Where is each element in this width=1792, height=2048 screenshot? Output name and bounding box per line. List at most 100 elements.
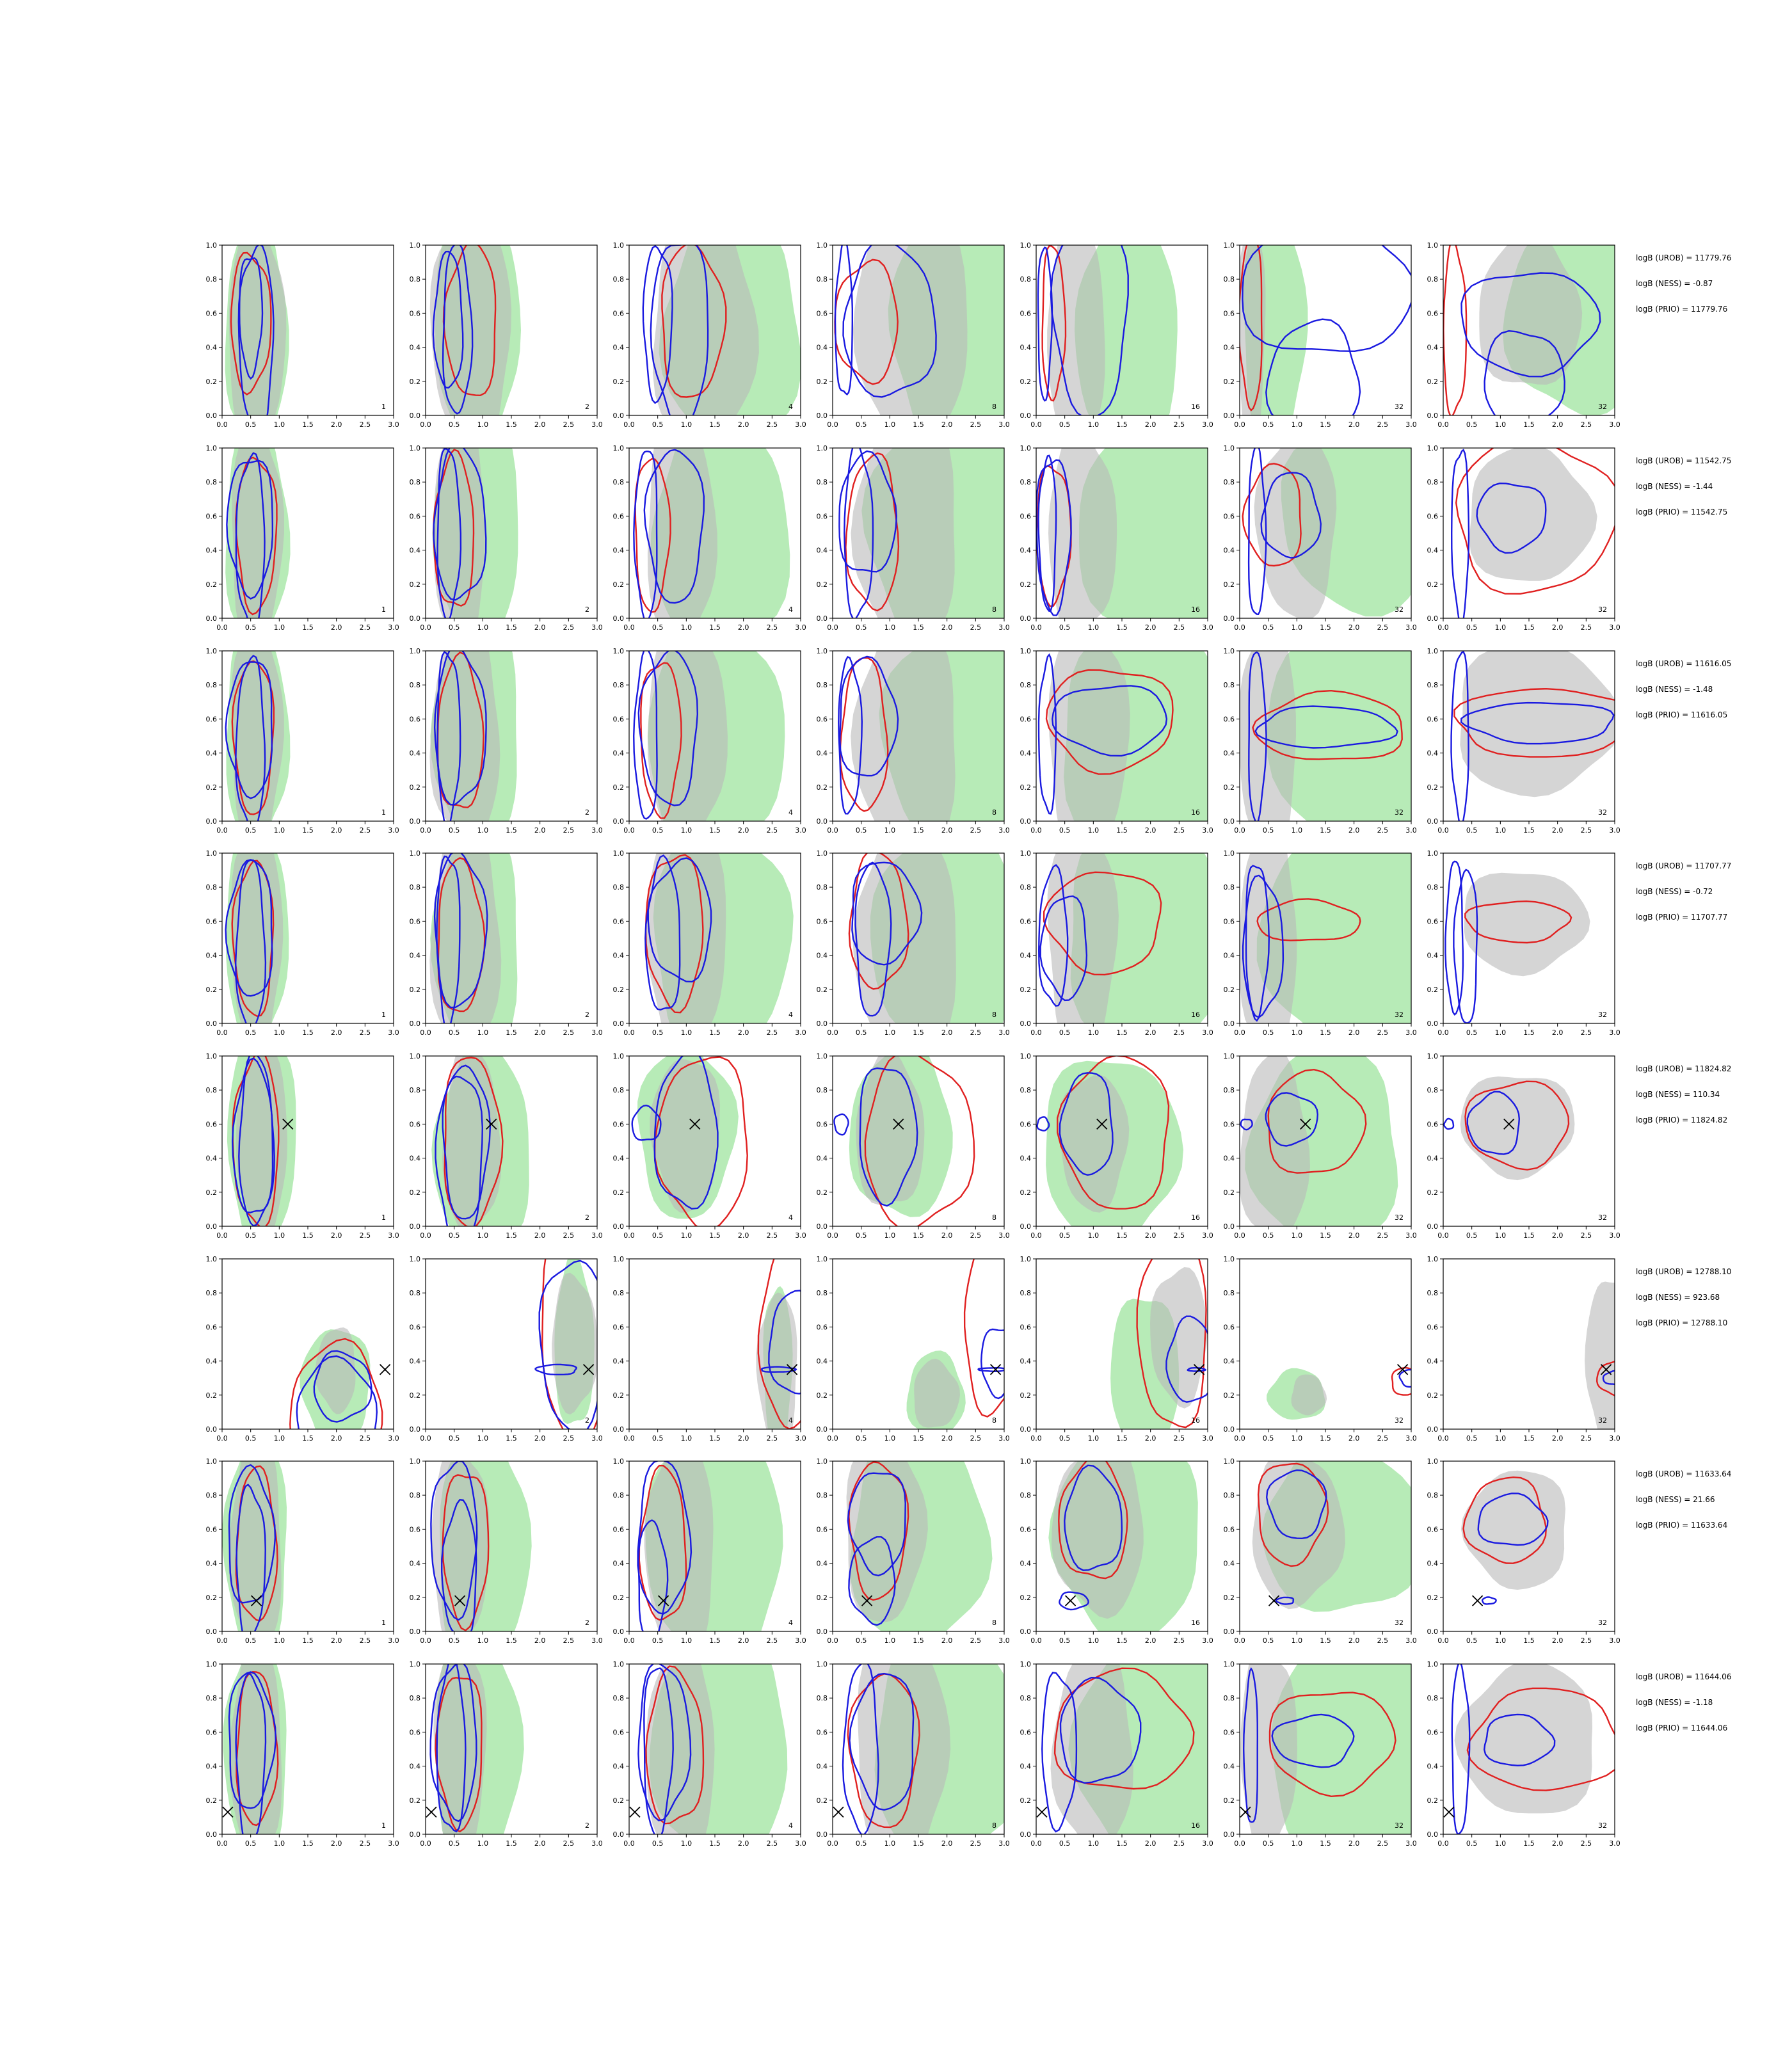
y-tick-label: 0.4 — [206, 1155, 218, 1163]
bayes-factor-text: logB (PRIO) = 11633.64 — [1636, 1521, 1727, 1530]
y-tick-label: 0.2 — [1427, 378, 1439, 386]
y-tick-label: 0.6 — [817, 512, 828, 520]
y-tick-label: 0.6 — [817, 1323, 828, 1331]
y-tick-label: 0.8 — [206, 1491, 218, 1500]
panel-index-label: 2 — [585, 1821, 589, 1830]
x-tick-label: 0.5 — [1059, 623, 1071, 632]
y-tick-label: 0.0 — [1224, 1628, 1235, 1636]
y-tick-label: 0.8 — [206, 478, 218, 486]
bayes-factor-annotations: logB (UROB) = 11542.75logB (NESS) = -1.4… — [1636, 456, 1731, 516]
bayes-factor-text: logB (NESS) = 923.68 — [1636, 1293, 1720, 1302]
y-tick-label: 0.0 — [1224, 817, 1235, 826]
y-tick-label: 0.2 — [613, 783, 625, 792]
x-tick-label: 1.5 — [506, 420, 517, 429]
x-tick-label: 2.5 — [1377, 420, 1389, 429]
x-tick-label: 1.0 — [274, 1636, 285, 1645]
y-tick-label: 0.6 — [410, 1728, 421, 1736]
y-tick-label: 0.2 — [1020, 986, 1032, 994]
bayes-factor-text: logB (PRIO) = 11542.75 — [1636, 508, 1727, 516]
y-tick-label: 0.6 — [1224, 1525, 1235, 1533]
x-tick-label: 2.5 — [970, 623, 982, 632]
x-tick-label: 3.0 — [1405, 1839, 1417, 1848]
panel-r2-c1: 0.0 0.5 1.0 1.5 2.0 2.5 3.00.00.20.40.60.81.01 — [206, 420, 399, 643]
y-tick-label: 0.4 — [206, 344, 218, 352]
panel-r6-c5: 0.0 0.5 1.0 1.5 2.0 2.5 3.00.00.20.40.60.81.01… — [1020, 1219, 1213, 1472]
blue-contour-inner — [1444, 1119, 1453, 1129]
y-tick-label: 0.4 — [206, 749, 218, 758]
y-tick-label: 1.0 — [206, 1660, 218, 1668]
grey-density — [851, 614, 956, 852]
y-tick-label: 0.8 — [613, 478, 625, 486]
panel-index-label: 8 — [992, 403, 996, 411]
y-tick-label: 0.6 — [817, 309, 828, 317]
blue-contour-outer — [981, 1329, 1016, 1398]
y-tick-label: 0.8 — [1427, 1694, 1439, 1702]
panel-index-label: 2 — [585, 403, 589, 411]
y-tick-label: 1.0 — [613, 444, 625, 452]
x-tick-label: 0.5 — [245, 1636, 257, 1645]
y-tick-label: 0.6 — [613, 1120, 625, 1128]
y-tick-label: 0.2 — [410, 1188, 421, 1197]
x-tick-label: 1.0 — [681, 1028, 692, 1037]
y-tick-label: 0.4 — [410, 952, 421, 960]
y-tick-label: 0.2 — [1020, 1188, 1032, 1197]
y-tick-label: 0.0 — [1427, 1425, 1439, 1434]
y-tick-label: 1.0 — [1427, 1052, 1439, 1060]
y-tick-label: 0.0 — [1020, 412, 1032, 420]
panel-r8-c1: 0.0 0.5 1.0 1.5 2.0 2.5 3.00.00.20.40.60.81.01 — [206, 1632, 399, 1858]
panel-r6-c4: 0.0 0.5 1.0 1.5 2.0 2.5 3.00.00.20.40.60.81.08 — [817, 1240, 1023, 1443]
x-tick-label: 2.5 — [563, 826, 575, 835]
contour-layer — [222, 1435, 287, 1656]
y-tick-label: 0.2 — [206, 378, 218, 386]
x-tick-label: 2.0 — [534, 826, 546, 835]
y-tick-label: 0.2 — [817, 986, 828, 994]
x-tick-label: 1.5 — [1523, 1028, 1535, 1037]
y-tick-label: 0.2 — [1020, 1594, 1032, 1602]
contour-layer — [1452, 644, 1645, 825]
contour-layer — [1037, 1055, 1183, 1250]
x-tick-label: 2.5 — [360, 1231, 371, 1240]
x-tick-label: 1.0 — [1088, 1231, 1100, 1240]
y-tick-label: 0.4 — [206, 547, 218, 555]
x-tick-label: 3.0 — [998, 420, 1010, 429]
y-tick-label: 1.0 — [817, 444, 828, 452]
y-tick-label: 0.0 — [1020, 1830, 1032, 1839]
x-tick-label: 2.0 — [534, 623, 546, 632]
x-tick-label: 1.0 — [1495, 1028, 1507, 1037]
x-tick-label: 1.0 — [884, 420, 896, 429]
x-tick-label: 2.0 — [738, 1636, 749, 1645]
y-tick-label: 0.4 — [1427, 1763, 1439, 1771]
x-tick-label: 0.0 — [827, 1028, 838, 1037]
y-tick-label: 0.4 — [1020, 749, 1032, 758]
contour-layer — [429, 621, 516, 860]
panel-index-label: 4 — [788, 1011, 793, 1019]
y-tick-label: 0.2 — [1427, 1594, 1439, 1602]
x-tick-label: 3.0 — [1202, 1636, 1213, 1645]
x-tick-label: 3.0 — [388, 826, 399, 835]
x-tick-label: 0.5 — [245, 1028, 257, 1037]
y-tick-label: 0.4 — [817, 1763, 828, 1771]
x-tick-label: 3.0 — [1405, 1028, 1417, 1037]
y-tick-label: 0.8 — [817, 681, 828, 689]
y-tick-label: 0.6 — [410, 1120, 421, 1128]
x-tick-label: 2.0 — [941, 1434, 953, 1443]
bayes-factor-text: logB (UROB) = 11644.06 — [1636, 1672, 1731, 1681]
x-tick-label: 0.0 — [827, 826, 838, 835]
y-tick-label: 0.6 — [410, 1525, 421, 1533]
y-tick-label: 0.2 — [1427, 986, 1439, 994]
y-tick-label: 1.0 — [1427, 1255, 1439, 1263]
x-tick-label: 2.5 — [970, 1636, 982, 1645]
contour-layer — [833, 1629, 1026, 1875]
contour-layer — [1443, 207, 1655, 436]
panel-r1-c5: 0.0 0.5 1.0 1.5 2.0 2.5 3.00.00.20.40.60.81.01… — [1020, 200, 1213, 447]
x-tick-label: 1.5 — [709, 1028, 721, 1037]
y-tick-label: 0.0 — [613, 412, 625, 420]
grey-density — [1460, 644, 1622, 797]
y-tick-label: 0.2 — [1224, 1594, 1235, 1602]
y-tick-label: 0.0 — [410, 1020, 421, 1028]
x-tick-label: 1.0 — [477, 1434, 489, 1443]
x-tick-label: 2.5 — [1377, 1231, 1389, 1240]
panel-r4-c2: 0.0 0.5 1.0 1.5 2.0 2.5 3.00.00.20.40.60.81.02 — [410, 816, 603, 1055]
y-tick-label: 0.0 — [1224, 1425, 1235, 1434]
bayes-factor-text: logB (UROB) = 11633.64 — [1636, 1469, 1731, 1478]
